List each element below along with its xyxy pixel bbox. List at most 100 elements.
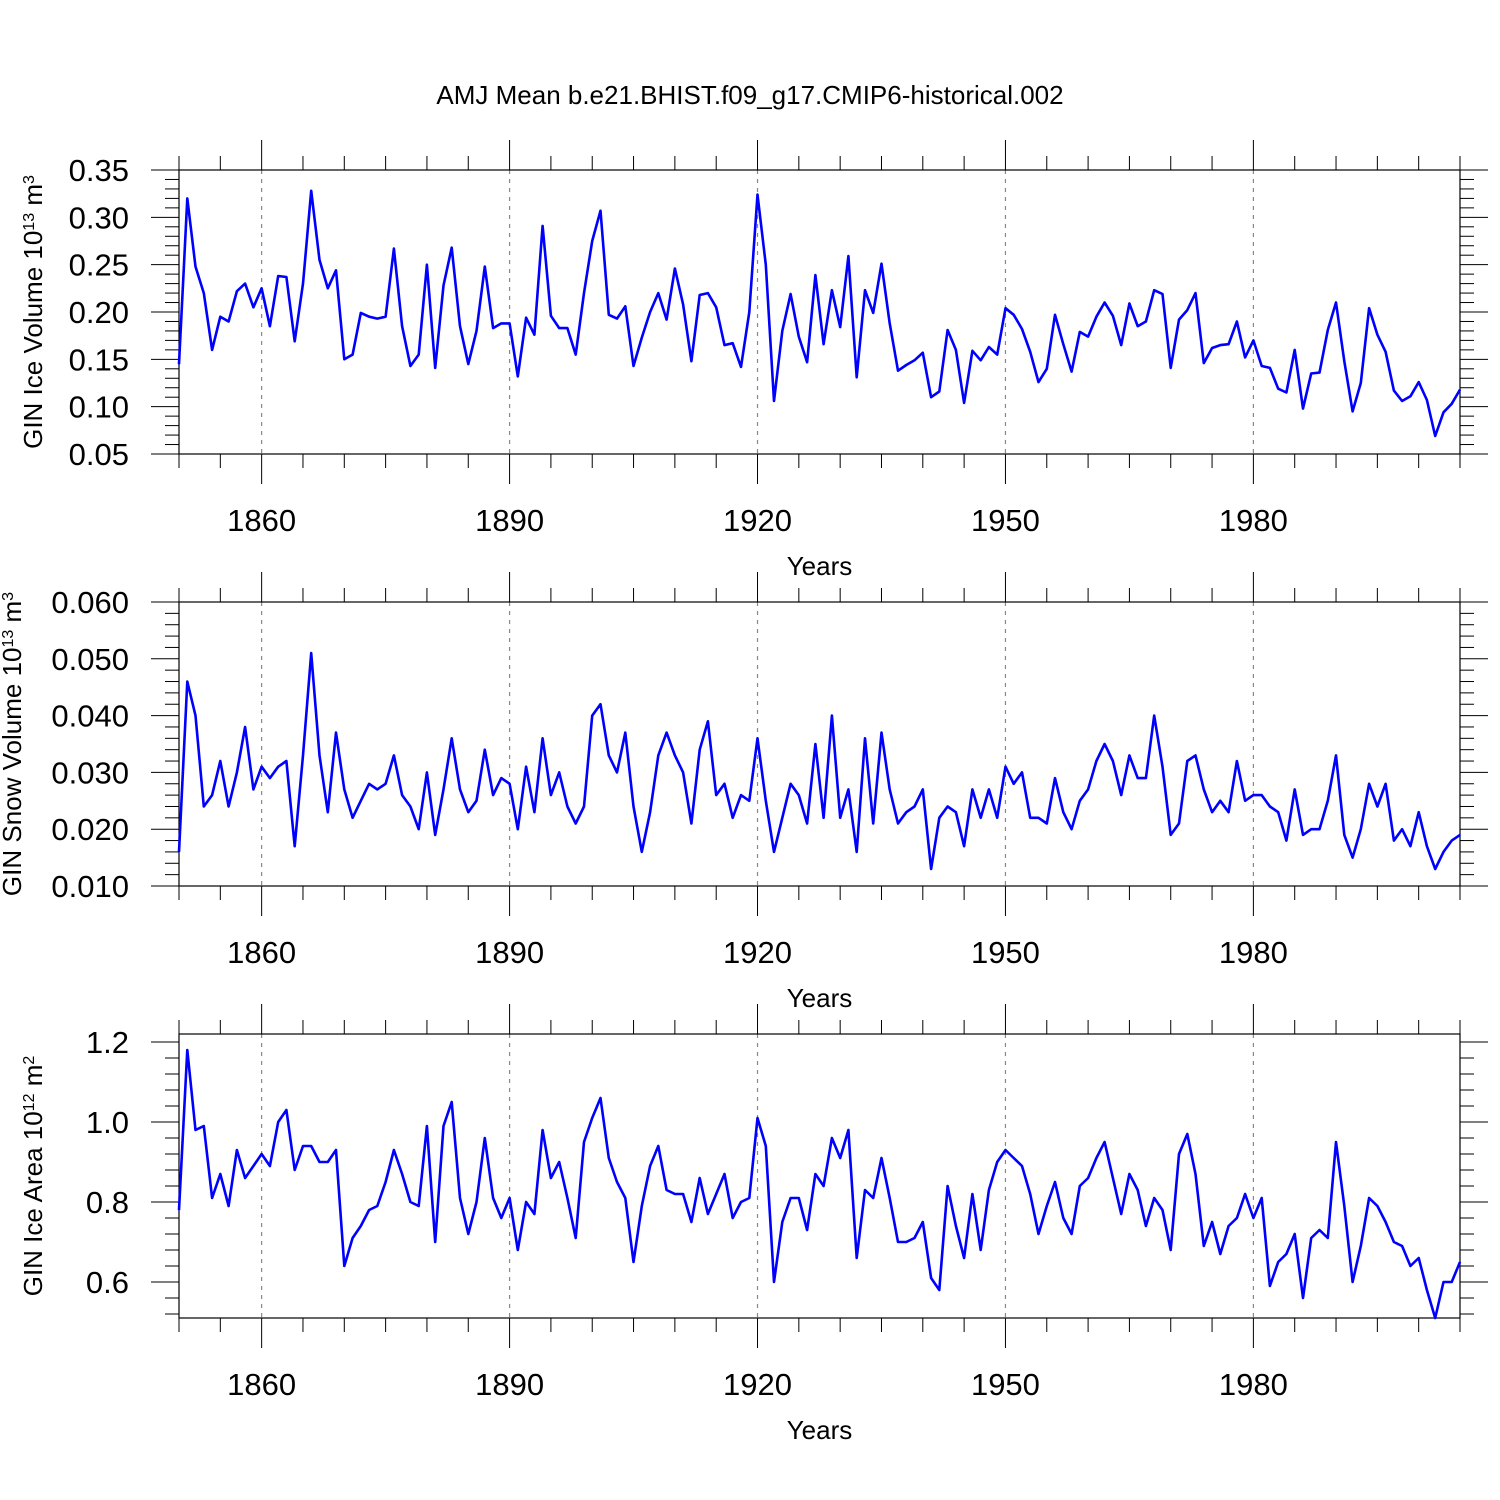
data-point [260, 765, 263, 768]
data-point [1293, 788, 1296, 791]
data-point [822, 343, 825, 345]
data-point [376, 1205, 379, 1207]
chart-title: AMJ Mean b.e21.BHIST.f09_g17.CMIP6-histo… [436, 80, 1064, 110]
data-point [1194, 754, 1197, 757]
data-point [1277, 811, 1279, 813]
data-point [855, 851, 858, 853]
data-point [467, 811, 470, 813]
data-point [1384, 1221, 1387, 1223]
data-point [202, 1125, 205, 1127]
y-tick-label: 1.0 [86, 1105, 129, 1140]
data-point [913, 359, 916, 362]
data-point [806, 361, 808, 363]
data-point [1037, 1233, 1040, 1235]
data-point [583, 1141, 585, 1143]
data-point [1045, 1205, 1048, 1207]
data-point [1062, 811, 1065, 813]
y-tick-label: 0.10 [69, 390, 129, 425]
data-point [401, 1173, 403, 1175]
data-point [202, 292, 205, 294]
x-tick-label: 1920 [723, 1367, 792, 1402]
data-point [1302, 834, 1304, 836]
data-point [533, 333, 536, 336]
data-point [1219, 344, 1222, 346]
data-point [698, 294, 701, 296]
data-point [756, 1117, 759, 1119]
data-point [211, 794, 213, 796]
data-point [417, 828, 420, 830]
data-point [450, 1101, 453, 1103]
data-point [409, 805, 412, 808]
data-point [525, 765, 527, 768]
data-point [558, 771, 560, 774]
data-point [194, 714, 197, 717]
data-point [740, 366, 742, 368]
data-point [607, 754, 610, 757]
data-point [1360, 1245, 1362, 1247]
data-point [1178, 822, 1180, 825]
x-tick-label: 1890 [475, 1367, 544, 1402]
data-point [831, 714, 833, 717]
data-point [1169, 1249, 1172, 1251]
data-point [1426, 845, 1428, 848]
data-point [459, 788, 461, 791]
data-point [789, 782, 792, 785]
y-tick-label: 0.15 [69, 342, 129, 377]
data-point [1062, 343, 1065, 345]
data-point [1136, 1189, 1139, 1191]
data-point [1417, 811, 1420, 813]
data-point [748, 800, 751, 802]
data-point [839, 326, 841, 328]
data-point [632, 365, 635, 367]
data-point [955, 349, 957, 351]
data-point [574, 353, 577, 356]
data-point [376, 317, 379, 320]
data-point [1203, 362, 1205, 364]
data-point [492, 327, 494, 329]
data-point [508, 1197, 511, 1199]
data-point [839, 817, 841, 819]
data-point [318, 1161, 321, 1163]
data-point [1079, 331, 1081, 333]
data-point [963, 1257, 965, 1259]
data-point [500, 1217, 503, 1219]
data-point [649, 311, 651, 313]
data-point [244, 282, 246, 285]
data-point [641, 851, 643, 853]
data-point [1219, 1253, 1222, 1255]
data-point [1459, 834, 1461, 836]
data-point [326, 287, 329, 290]
data-point [1302, 1297, 1304, 1299]
data-point [1145, 320, 1147, 323]
data-point [302, 282, 304, 285]
y-tick-label: 0.20 [69, 295, 129, 330]
x-tick-label: 1860 [227, 1367, 296, 1402]
data-point [360, 800, 362, 802]
data-point [1409, 1265, 1412, 1267]
data-point [1112, 760, 1114, 762]
data-point [764, 263, 767, 266]
data-point [591, 714, 594, 717]
data-point [1112, 314, 1114, 317]
data-point [946, 329, 949, 331]
y-tick-label: 0.020 [51, 812, 129, 847]
data-point [831, 289, 833, 292]
data-point [1426, 1289, 1428, 1291]
data-point [641, 336, 643, 339]
data-point [492, 1197, 494, 1199]
data-point [715, 306, 717, 309]
data-point [798, 794, 800, 796]
data-point [335, 1149, 337, 1151]
data-point [1450, 1281, 1453, 1283]
data-point [1326, 329, 1329, 331]
data-point [1409, 395, 1412, 398]
data-point [293, 340, 296, 343]
data-point [1186, 309, 1189, 311]
data-point [1004, 1149, 1007, 1151]
data-point [1227, 1225, 1230, 1227]
data-point [459, 1197, 461, 1199]
data-point [178, 1209, 180, 1211]
data-point [1450, 403, 1453, 405]
data-point [1417, 1257, 1420, 1259]
x-tick-label: 1860 [227, 503, 296, 538]
